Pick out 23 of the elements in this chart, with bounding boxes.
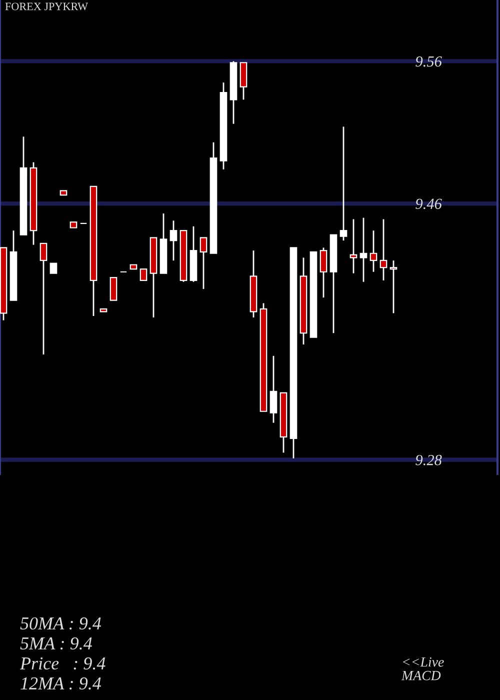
y-tick-label: 9.46 (416, 198, 442, 210)
candlestick (350, 218, 358, 274)
candlestick (200, 237, 208, 290)
candlestick (270, 355, 278, 424)
candlestick (380, 218, 388, 282)
candlestick (370, 230, 378, 273)
text: 12MA : 9.4 (20, 677, 102, 690)
candlestick (170, 220, 178, 262)
chart-title: FOREX JPYKRW (5, 2, 88, 10)
candlestick (40, 242, 48, 356)
text: <<Live MACD (401, 657, 444, 680)
candlestick (50, 262, 58, 274)
candlestick (340, 126, 348, 242)
candlestick (110, 277, 118, 301)
candlestick (390, 260, 398, 314)
y-tick-label: 9.56 (416, 56, 442, 67)
candlestick (360, 217, 368, 283)
candlestick (140, 268, 148, 281)
candlestick (320, 246, 328, 298)
text: 50MA : 9.4 (20, 617, 102, 630)
text: 5MA : 9.4 (20, 637, 92, 650)
y-tick-label: 9.28 (416, 454, 442, 466)
text: Price : 9.4 (20, 657, 106, 670)
